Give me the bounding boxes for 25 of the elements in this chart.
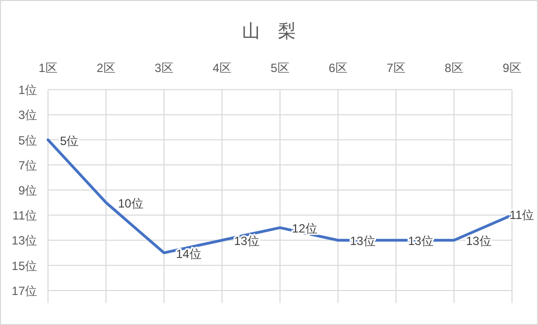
y-tick-label: 1位 (18, 83, 37, 98)
data-label: 14位 (176, 246, 202, 261)
data-label: 5位 (60, 134, 79, 148)
y-tick-label: 11位 (12, 208, 37, 223)
x-tick-label: 9区 (502, 61, 522, 75)
y-tick-label: 15位 (12, 258, 37, 273)
x-tick-label: 8区 (444, 61, 464, 75)
y-tick-label: 5位 (18, 133, 37, 148)
y-tick-label: 7位 (18, 158, 37, 172)
y-tick-label: 17位 (12, 284, 37, 298)
x-tick-label: 3区 (154, 61, 174, 75)
y-tick-label: 3位 (18, 108, 37, 122)
x-tick-label: 6区 (328, 61, 348, 75)
data-label: 13位 (234, 234, 260, 248)
x-tick-label: 1区 (38, 61, 58, 75)
x-tick-label: 4区 (212, 61, 232, 75)
x-tick-label: 7区 (386, 61, 406, 75)
data-label: 13位 (466, 234, 492, 248)
x-tick-label: 2区 (96, 61, 116, 75)
chart-title: 山 梨 (242, 21, 296, 41)
data-label: 11位 (510, 208, 534, 222)
y-tick-label: 9位 (18, 184, 37, 198)
x-tick-label: 5区 (270, 61, 290, 75)
y-tick-label: 13位 (12, 234, 37, 248)
data-label: 10位 (118, 196, 144, 211)
